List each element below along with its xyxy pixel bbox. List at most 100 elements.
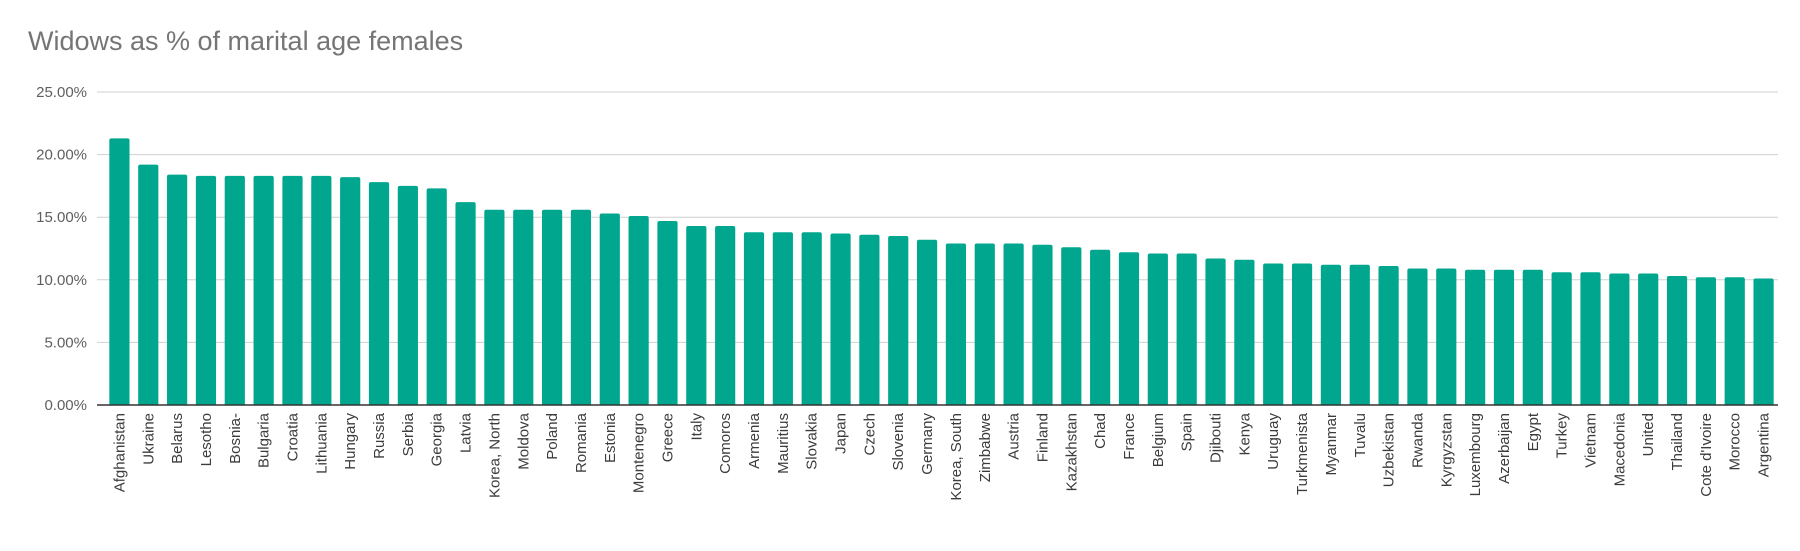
x-tick-label: Uruguay [1265, 413, 1282, 470]
bar-serbia [397, 185, 418, 405]
x-tick-label: Mauritius [775, 413, 792, 474]
bar-austria [1003, 243, 1024, 405]
x-tick-label: Turkmenista [1294, 412, 1311, 495]
x-tick-label: Finland [1034, 413, 1051, 462]
bar-macedonia [1609, 273, 1630, 405]
bar-estonia [599, 213, 620, 405]
bar-croatia [282, 175, 303, 405]
bar-hungary [340, 177, 361, 405]
x-tick-label: Belgium [1150, 413, 1167, 467]
x-tick-label: Spain [1179, 413, 1196, 451]
bar-comoros [715, 225, 736, 405]
x-tick-label: Poland [544, 413, 561, 460]
bar-bosnia [224, 175, 245, 405]
x-tick-label: Belarus [169, 413, 186, 464]
x-tick-label: Serbia [400, 412, 417, 456]
x-tick-label: Romania [573, 412, 590, 473]
x-tick-label: Lesotho [198, 413, 215, 466]
x-tick-label: Uzbekistan [1381, 413, 1398, 487]
bar-armenia [743, 232, 765, 405]
x-tick-label: Estonia [602, 412, 619, 463]
x-tick-label: Cote d'Ivoire [1698, 413, 1715, 497]
bar-spain [1176, 253, 1197, 405]
bar-rwanda [1407, 268, 1428, 405]
x-axis-ticks: Afghanistan Ukraine Belarus Lesotho Bosnia- B… [111, 412, 1772, 500]
bar-romania [570, 209, 592, 405]
y-tick-label: 20.00% [36, 147, 87, 164]
bar-turkey [1551, 272, 1572, 405]
y-tick-label: 25.00% [36, 84, 87, 101]
chart-title: Widows as % of marital age females [28, 26, 464, 56]
bar-azerbaijan [1493, 269, 1515, 405]
y-tick-label: 15.00% [36, 209, 87, 226]
bar-montenegro [628, 215, 649, 405]
x-tick-label: Armenia [746, 412, 763, 469]
bar-slovakia [801, 232, 822, 405]
bar-chad [1090, 249, 1111, 405]
x-tick-label: France [1121, 413, 1138, 460]
bar-finland [1032, 244, 1053, 405]
x-tick-label: Macedonia [1611, 412, 1628, 486]
x-tick-label: Bulgaria [256, 412, 273, 468]
x-tick-label: Slovakia [804, 412, 821, 469]
bar-belgium [1147, 253, 1168, 405]
bar-belarus [167, 174, 188, 405]
x-tick-label: Italy [688, 413, 705, 441]
x-tick-label: Azerbaijan [1496, 413, 1513, 484]
x-tick-label: Argentina [1756, 412, 1773, 477]
y-tick-label: 0.00% [44, 397, 87, 414]
x-tick-label: Rwanda [1409, 412, 1426, 468]
bar-korea-south [945, 243, 967, 405]
x-tick-label: Vietnam [1583, 413, 1600, 468]
x-tick-label: Djibouti [1208, 413, 1225, 463]
bar-afghanistan [109, 138, 130, 405]
bar-latvia [455, 202, 476, 405]
bar-france [1118, 252, 1140, 405]
bar-vietnam [1580, 272, 1601, 405]
x-tick-label: Bosnia- [227, 413, 244, 464]
bar-czech [859, 234, 880, 405]
bar-georgia [426, 188, 447, 405]
x-tick-label: Egypt [1525, 412, 1542, 451]
x-tick-label: Kazakhstan [1063, 413, 1080, 491]
x-tick-label: Zimbabwe [977, 413, 994, 482]
x-tick-label: Turkey [1554, 413, 1571, 459]
y-tick-label: 10.00% [36, 272, 87, 289]
bar-djibouti [1205, 258, 1226, 405]
x-tick-label: Russia [371, 412, 388, 459]
x-tick-label: Tuvalu [1352, 413, 1369, 457]
x-tick-label: United [1640, 413, 1657, 456]
bar-egypt [1522, 269, 1543, 405]
bar-bulgaria [253, 175, 274, 405]
bar-tuvalu [1349, 264, 1370, 405]
x-tick-label: Morocco [1727, 413, 1744, 471]
bar-slovenia [888, 235, 909, 405]
x-tick-label: Korea, South [948, 413, 965, 501]
x-tick-label: Kenya [1236, 412, 1253, 455]
x-tick-label: Moldova [515, 412, 532, 469]
bar-thailand [1666, 276, 1688, 405]
x-tick-label: Greece [659, 413, 676, 462]
bar-kazakhstan [1061, 247, 1082, 405]
y-axis-ticks: 0.00% 5.00% 10.00% 15.00% 20.00% 25.00% [36, 84, 87, 414]
bar-kyrgyzstan [1436, 268, 1457, 405]
bar-luxembourg [1465, 269, 1486, 405]
bar-moldova [513, 209, 534, 405]
bar-japan [830, 233, 851, 405]
bar-argentina [1753, 278, 1774, 405]
x-tick-label: Georgia [429, 412, 446, 466]
x-tick-label: Chad [1092, 413, 1109, 449]
bar-kenya [1234, 259, 1255, 405]
bar-russia [368, 182, 390, 405]
y-tick-label: 5.00% [44, 334, 87, 351]
bar-lithuania [311, 175, 332, 405]
x-tick-label: Afghanistan [111, 413, 128, 492]
bar-greece [657, 220, 678, 405]
x-tick-label: Thailand [1669, 413, 1686, 471]
x-tick-label: Montenegro [631, 413, 648, 493]
bar-lesotho [195, 175, 217, 405]
x-tick-label: Czech [861, 413, 878, 456]
x-tick-label: Hungary [342, 413, 359, 470]
x-tick-label: Japan [833, 413, 850, 454]
bar-zimbabwe [974, 243, 995, 405]
